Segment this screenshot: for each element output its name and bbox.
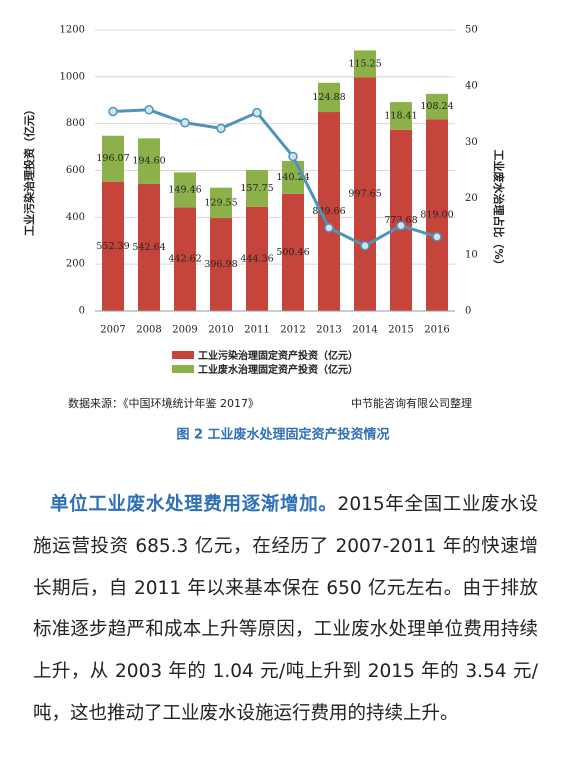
marker (360, 241, 370, 251)
x-tick-label: 2009 (172, 325, 197, 336)
data-label: 140.24 (276, 172, 309, 183)
x-tick-label: 2015 (388, 325, 413, 336)
bar (318, 82, 340, 113)
data-label: 118.41 (384, 110, 417, 121)
bar (138, 138, 160, 184)
y2-tick-label: 10 (465, 249, 478, 260)
y2-tick-label: 20 (465, 193, 478, 204)
data-label: 500.46 (276, 247, 309, 258)
y-tick-label: 0 (79, 306, 85, 317)
data-label: 542.64 (132, 242, 165, 253)
y2-axis-label: 工业废水治理占比（%） (492, 149, 506, 270)
marker (432, 232, 442, 242)
y-tick-label: 200 (66, 259, 85, 270)
y-tick-label: 1000 (60, 71, 85, 82)
marker (144, 105, 154, 115)
source: 数据来源：《中国环境统计年鉴 2017》 (68, 396, 259, 410)
caption: 图 2 工业废水处理固定资产投资情况 (176, 427, 389, 443)
data-label: 196.07 (96, 153, 129, 164)
marker (216, 123, 226, 134)
x-tick-label: 2010 (208, 325, 233, 336)
bar (246, 206, 268, 311)
data-label: 773.68 (384, 215, 417, 226)
body-text: 2015年全国工业废水设施运营投资 685.3 亿元，在经历了 2007-201… (33, 494, 538, 724)
y-axis-label: 工业污染治理投资（亿元） (22, 104, 36, 236)
legend-swatch (172, 351, 194, 359)
marker (108, 106, 118, 117)
data-label: 157.75 (240, 183, 273, 194)
y2-tick-label: 40 (465, 81, 478, 92)
x-tick-label: 2007 (100, 325, 125, 336)
marker (324, 223, 334, 233)
bar (138, 183, 160, 311)
legend-label: 工业污染治理固定资产投资（亿元） (198, 349, 358, 362)
x-tick-label: 2012 (280, 325, 305, 336)
data-label: 115.25 (348, 58, 381, 69)
x-tick-label: 2013 (316, 325, 341, 336)
chart: 工业污染治理投资（亿元） 工业废水治理占比（%） 数据来源：《中国环境统计年鉴 … (22, 25, 506, 443)
y2-tick-label: 0 (465, 306, 471, 317)
y-tick-label: 600 (66, 165, 85, 176)
data-label: 444.36 (240, 253, 273, 264)
bar (282, 193, 304, 311)
data-label: 149.46 (168, 184, 201, 195)
bar (210, 187, 232, 219)
x-tick-label: 2011 (244, 325, 269, 336)
data-label: 552.39 (96, 241, 129, 252)
y-tick-label: 1200 (60, 25, 85, 36)
x-tick-label: 2014 (352, 325, 377, 336)
bar (390, 102, 412, 130)
data-label: 194.60 (132, 156, 165, 167)
data-label: 396.98 (204, 259, 237, 270)
bar (354, 77, 376, 311)
paragraph: 单位工业废水处理费用逐渐增加。2015年全国工业废水设施运营投资 685.3 亿… (33, 484, 538, 735)
bar (246, 170, 268, 207)
marker (396, 220, 406, 231)
bar (174, 172, 196, 208)
bar (318, 112, 340, 311)
x-tick-label: 2008 (136, 325, 161, 336)
marker (288, 151, 298, 162)
bar (426, 119, 448, 311)
y-tick-label: 400 (66, 212, 85, 223)
bar (390, 129, 412, 311)
x-tick-label: 2016 (424, 325, 449, 336)
line (112, 108, 438, 248)
data-label: 819.00 (420, 210, 453, 221)
marker (252, 107, 262, 118)
lead: 单位工业废水处理费用逐渐增加。 (50, 494, 338, 515)
bar (426, 93, 448, 120)
bar (174, 207, 196, 311)
credit: 中节能咨询有限公司整理 (351, 396, 472, 410)
y2-tick-label: 30 (465, 137, 478, 148)
data-label: 442.62 (168, 254, 201, 265)
data-label: 124.88 (312, 92, 345, 103)
legend-swatch (172, 365, 194, 373)
bar (102, 181, 124, 311)
marker (180, 117, 190, 128)
bar (210, 218, 232, 311)
bar (102, 135, 124, 182)
y-tick-label: 800 (66, 118, 85, 129)
bar (354, 50, 376, 78)
data-label: 849.66 (312, 206, 345, 217)
data-label: 129.55 (204, 197, 237, 208)
legend-label: 工业废水治理固定资产投资（亿元） (198, 363, 358, 376)
y2-tick-label: 50 (465, 25, 478, 36)
data-label: 997.65 (348, 189, 381, 200)
data-label: 108.24 (420, 101, 453, 112)
